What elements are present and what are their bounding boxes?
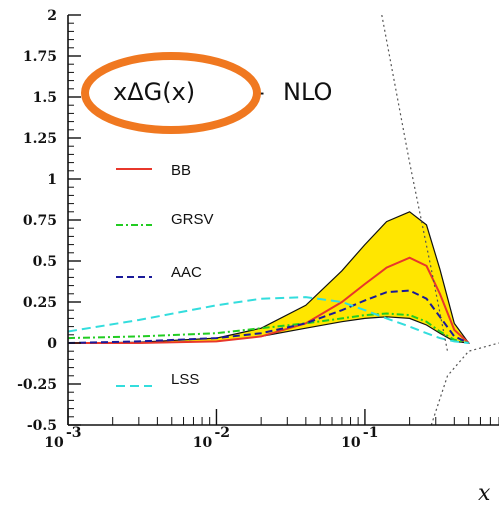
x-axis-label: x [478,481,491,506]
x-tick-exponent: -2 [214,425,230,441]
y-tick-label: 0.25 [23,295,57,311]
y-tick-label: 0 [47,336,57,352]
guide-layer [381,15,499,425]
guide-line-1 [381,15,449,352]
y-tick-label: 2 [47,8,57,24]
series-line-aac [68,289,470,344]
series-line-lss [68,296,469,344]
legend-label-lss: LSS [171,371,199,388]
y-tick-label: -0.25 [17,377,57,393]
x-tick-label: 10 [193,435,213,451]
y-tick-label: 1.75 [23,49,57,65]
legend-label-grsv: GRSV [171,211,214,228]
legend: BB GRSV AAC LSS [116,162,214,388]
series-layer [68,256,470,344]
plot-area [68,15,499,425]
title-order-label: NLO [283,78,332,106]
x-ticks: 10-310-210-1 [44,409,499,451]
y-tick-label: 1.25 [23,131,57,147]
title-function-label: xΔG(x) [113,78,195,106]
series-line-grsv [68,312,469,344]
legend-label-bb: BB [171,162,191,179]
y-tick-label: 1.5 [33,90,57,106]
y-tick-label: 0.75 [23,213,57,229]
x-tick-exponent: -1 [363,425,379,441]
x-tick-exponent: -3 [66,425,82,441]
highlight-ellipse [81,52,261,134]
y-tick-label: 0.5 [33,254,57,270]
y-tick-label: -0.5 [27,418,57,434]
legend-label-aac: AAC [171,264,202,281]
x-tick-label: 10 [341,435,361,451]
guide-line-2 [430,342,499,425]
y-ticks: 2 1.75 1.5 1.25 1 0.75 0.5 0.25 0 -0.25 -0.5 [17,8,81,434]
x-tick-label: 10 [44,435,64,451]
series-line-bb [68,256,470,344]
y-tick-label: 1 [47,172,57,188]
